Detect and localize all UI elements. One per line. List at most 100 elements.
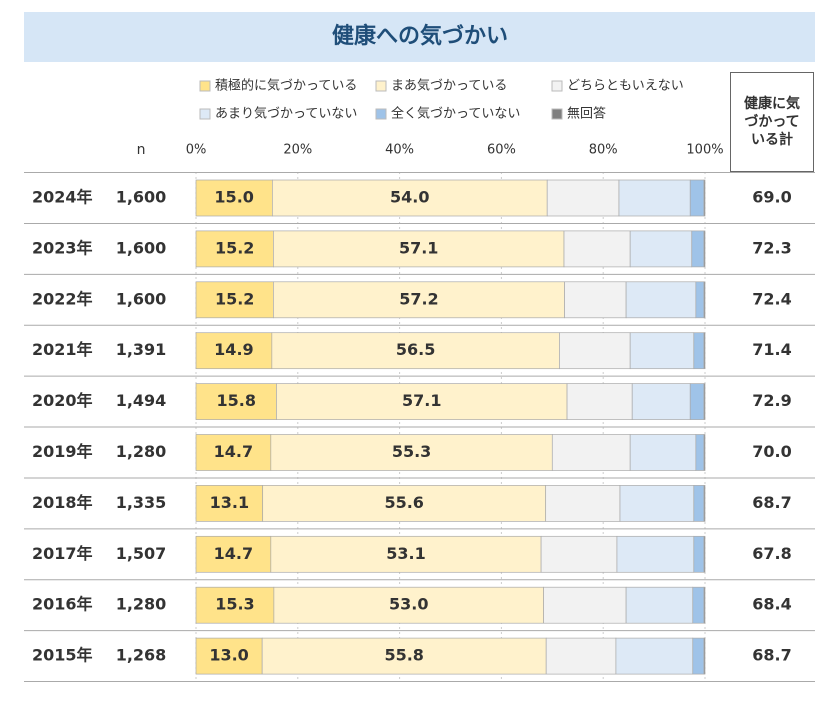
bar-segment — [625, 281, 697, 319]
bar-segment — [195, 281, 274, 319]
total-value: 68.7 — [752, 646, 791, 665]
bar-segment — [616, 535, 695, 573]
bar-segment — [195, 535, 272, 573]
legend-swatch — [551, 80, 563, 92]
bar-segment — [566, 383, 633, 420]
data-label: 14.7 — [214, 544, 253, 563]
bar-segment — [195, 434, 272, 471]
data-label: 13.1 — [210, 493, 249, 512]
bar-segment — [273, 586, 544, 624]
total-value: 70.0 — [752, 442, 791, 461]
bar-segment — [618, 179, 691, 217]
data-label: 56.5 — [396, 340, 435, 359]
bar-segment — [703, 230, 706, 268]
data-label: 15.2 — [215, 289, 254, 308]
bar-segment — [703, 485, 706, 522]
bar-segment — [695, 281, 705, 319]
bar-segment — [270, 434, 553, 471]
bar-segment — [615, 637, 694, 675]
bar-segment — [270, 535, 542, 573]
legend-swatch — [375, 108, 387, 120]
bar-segment — [543, 586, 627, 624]
data-label: 55.8 — [384, 646, 423, 665]
data-label: 14.7 — [214, 442, 253, 461]
bar-segment — [689, 383, 705, 420]
bar-segment — [703, 535, 706, 573]
bar-segment — [693, 332, 705, 370]
total-value: 67.8 — [752, 544, 791, 563]
data-label: 53.1 — [386, 544, 425, 563]
bar-segment — [703, 281, 706, 319]
legend-label: まあ気づかっている — [391, 78, 507, 94]
n-value: 1,507 — [116, 544, 167, 563]
data-label: 15.0 — [214, 188, 253, 207]
data-label: 57.1 — [399, 238, 438, 257]
x-tick-label: 40% — [385, 143, 414, 158]
bar-segment — [695, 434, 705, 471]
data-label: 55.6 — [384, 493, 423, 512]
category-label: 2018年 — [32, 493, 93, 512]
bar-segment — [276, 383, 568, 420]
data-label: 54.0 — [390, 188, 429, 207]
bar-segment — [703, 586, 706, 624]
category-label: 2022年 — [32, 289, 93, 308]
category-label: 2020年 — [32, 391, 93, 410]
category-label: 2023年 — [32, 238, 93, 257]
bar-segment — [271, 332, 560, 370]
bar-segment — [262, 485, 547, 522]
legend-swatch — [199, 108, 211, 120]
bar-segment — [703, 179, 706, 217]
bar-segment — [689, 179, 705, 217]
bar-segment — [693, 535, 705, 573]
legend-swatch — [375, 80, 387, 92]
bar-segment — [703, 383, 706, 420]
x-tick-label: 60% — [487, 143, 516, 158]
bar-segment — [703, 637, 706, 675]
data-label: 15.3 — [215, 595, 254, 614]
bar-segment — [692, 637, 705, 675]
bar-segment — [629, 434, 697, 471]
total-value: 72.3 — [752, 238, 791, 257]
n-header: n — [137, 142, 146, 158]
data-label: 57.1 — [402, 391, 441, 410]
bar-segment — [703, 332, 706, 370]
n-value: 1,494 — [116, 391, 167, 410]
bar-segment — [545, 637, 617, 675]
category-label: 2021年 — [32, 340, 93, 359]
total-value: 72.4 — [752, 289, 791, 308]
bar-segment — [691, 230, 705, 268]
bar-segment — [546, 179, 620, 217]
bar-segment — [619, 485, 695, 522]
n-value: 1,335 — [116, 493, 167, 512]
x-tick-label: 80% — [589, 143, 618, 158]
legend-label: どちらともいえない — [567, 79, 684, 94]
title-bar — [24, 12, 815, 62]
bar-segment — [693, 485, 705, 522]
bar-segment — [564, 281, 627, 319]
category-label: 2015年 — [32, 646, 93, 665]
bar-segment — [273, 230, 565, 268]
bar-segment — [272, 179, 548, 217]
bar-segment — [631, 383, 691, 420]
bar-segment — [545, 485, 621, 522]
data-label: 15.2 — [215, 238, 254, 257]
total-value: 71.4 — [752, 340, 791, 359]
n-value: 1,600 — [116, 289, 167, 308]
bar-segment — [559, 332, 631, 370]
total-value: 72.9 — [752, 391, 791, 410]
data-label: 13.0 — [209, 646, 248, 665]
x-tick-label: 20% — [283, 143, 312, 158]
total-value: 69.0 — [752, 188, 791, 207]
n-value: 1,268 — [116, 646, 167, 665]
legend-label: 全く気づかっていない — [391, 106, 520, 122]
n-value: 1,280 — [116, 442, 167, 461]
category-label: 2016年 — [32, 595, 93, 614]
bar-segment — [195, 586, 275, 624]
chart-title: 健康への気づかい — [332, 23, 508, 49]
category-label: 2019年 — [32, 442, 93, 461]
bar-segment — [625, 586, 694, 624]
category-label: 2017年 — [32, 544, 93, 563]
bar-segment — [195, 332, 273, 370]
bar-segment — [703, 434, 706, 471]
